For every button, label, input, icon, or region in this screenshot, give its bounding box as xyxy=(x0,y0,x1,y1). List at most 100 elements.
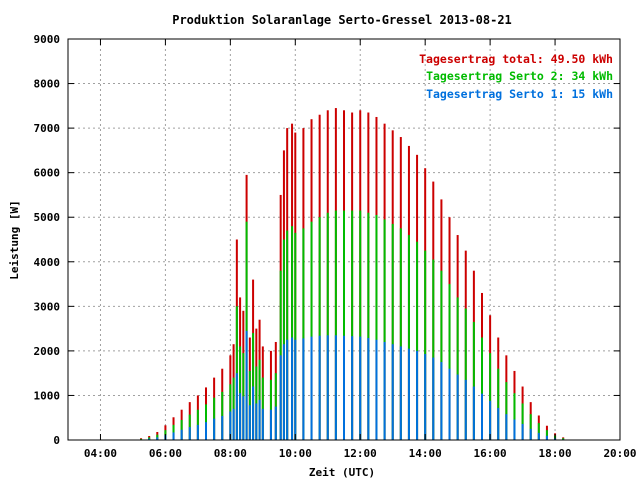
bar-serto-2 xyxy=(359,210,362,440)
bar-serto-1 xyxy=(489,400,492,440)
y-tick-label: 4000 xyxy=(34,256,61,269)
y-axis-label: Leistung [W] xyxy=(8,200,21,279)
bar-serto-1 xyxy=(239,393,242,440)
bar-serto-2 xyxy=(310,221,313,440)
bar-serto-1 xyxy=(213,418,216,440)
bar-serto-1 xyxy=(416,350,419,440)
bar-serto-1 xyxy=(529,428,532,440)
bar-serto-2 xyxy=(545,430,548,440)
bar-serto-1 xyxy=(399,346,402,440)
x-tick-label: 20:00 xyxy=(603,447,636,460)
bar-serto-1 xyxy=(252,386,255,440)
bar-serto-2 xyxy=(513,393,516,440)
bar-serto-1 xyxy=(432,357,435,440)
bar-serto-1 xyxy=(375,339,378,440)
bar-serto-1 xyxy=(537,432,540,440)
bar-serto-2 xyxy=(343,210,345,440)
bar-serto-1 xyxy=(282,344,285,440)
bar-serto-2 xyxy=(235,306,238,440)
bar-serto-1 xyxy=(188,427,191,440)
bar-serto-1 xyxy=(440,362,443,440)
bar-serto-2 xyxy=(497,368,500,440)
bar-serto-1 xyxy=(359,336,362,440)
bar-serto-2 xyxy=(529,414,532,440)
bar-serto-1 xyxy=(196,424,199,440)
bar-serto-2 xyxy=(367,212,370,440)
bar-serto-1 xyxy=(229,411,232,440)
legend: Tagesertrag total: 49.50 kWh Tagesertrag… xyxy=(419,52,613,101)
bar-serto-1 xyxy=(464,379,467,440)
y-tick-label: 7000 xyxy=(34,122,61,135)
plot-frame xyxy=(67,38,621,441)
x-tick-labels: 04:00 06:00 08:00 10:00 12:00 14:00 16:00 18:00… xyxy=(84,447,637,460)
x-tick-label: 06:00 xyxy=(149,447,182,460)
bar-serto-1 xyxy=(232,408,235,440)
bar-serto-1 xyxy=(326,335,329,440)
bar-serto-2 xyxy=(383,219,386,440)
bar-serto-1 xyxy=(291,337,294,440)
bar-serto-2 xyxy=(282,239,285,440)
bar-serto-2 xyxy=(156,434,159,440)
bar-serto-1 xyxy=(391,344,394,440)
bar-serto-2 xyxy=(286,230,289,440)
bar-serto-2 xyxy=(424,250,427,440)
bar-serto-1 xyxy=(205,422,207,440)
bar-serto-2 xyxy=(291,226,294,440)
bar-serto-1 xyxy=(302,338,305,440)
bar-serto-2 xyxy=(302,228,305,440)
y-tick-label: 2000 xyxy=(34,345,61,358)
bar-serto-1 xyxy=(172,432,175,440)
bar-serto-2 xyxy=(318,217,321,440)
bar-serto-1 xyxy=(407,348,410,440)
y-tick-label: 5000 xyxy=(34,211,61,224)
y-tick-label: 0 xyxy=(53,434,60,447)
bar-serto-2 xyxy=(294,232,297,440)
bar-serto-2 xyxy=(416,241,419,440)
x-tick-label: 18:00 xyxy=(538,447,571,460)
bar-serto-2 xyxy=(334,210,337,440)
bar-serto-1 xyxy=(545,435,548,440)
bar-serto-1 xyxy=(248,405,251,440)
bar-serto-1 xyxy=(497,407,500,440)
bar-serto-1 xyxy=(261,408,264,440)
bar-serto-1 xyxy=(180,429,183,440)
x-tick-label: 08:00 xyxy=(214,447,247,460)
bar-serto-1 xyxy=(245,330,248,440)
bar-serto-1 xyxy=(334,335,337,440)
bar-serto-2 xyxy=(391,223,394,440)
y-tick-labels: 0 1000 2000 3000 4000 5000 6000 7000 8000 9000 xyxy=(34,33,61,447)
bar-serto-2 xyxy=(489,353,492,440)
axis-ticks xyxy=(68,38,621,441)
legend-entry-serto-2: Tagesertrag Serto 2: 34 kWh xyxy=(426,69,613,83)
bar-serto-2 xyxy=(481,337,483,440)
bar-serto-1 xyxy=(383,341,386,440)
x-tick-label: 10:00 xyxy=(279,447,312,460)
bar-serto-1 xyxy=(343,335,345,440)
bar-serto-1 xyxy=(242,396,245,440)
bar-serto-1 xyxy=(505,414,508,440)
bar-serto-1 xyxy=(286,339,289,440)
bar-serto-1 xyxy=(310,336,313,440)
y-tick-label: 3000 xyxy=(34,300,61,313)
x-axis-label: Zeit (UTC) xyxy=(309,466,375,479)
bar-serto-2 xyxy=(399,228,402,440)
bar-serto-2 xyxy=(456,297,459,440)
x-tick-label: 14:00 xyxy=(409,447,442,460)
bar-serto-2 xyxy=(172,424,175,440)
bar-serto-1 xyxy=(156,437,159,440)
x-tick-label: 16:00 xyxy=(474,447,507,460)
bar-serto-2 xyxy=(140,438,143,440)
bar-serto-2 xyxy=(505,382,508,440)
bar-serto-1 xyxy=(448,368,451,440)
y-tick-label: 8000 xyxy=(34,78,61,91)
bar-serto-2 xyxy=(440,270,443,440)
bar-serto-2 xyxy=(521,403,524,440)
bar-serto-1 xyxy=(221,415,224,440)
y-tick-label: 9000 xyxy=(34,33,61,46)
x-tick-label: 04:00 xyxy=(84,447,117,460)
bar-serto-1 xyxy=(351,336,354,440)
bar-serto-1 xyxy=(235,373,238,440)
bar-serto-2 xyxy=(407,235,410,440)
bar-serto-1 xyxy=(456,374,459,440)
